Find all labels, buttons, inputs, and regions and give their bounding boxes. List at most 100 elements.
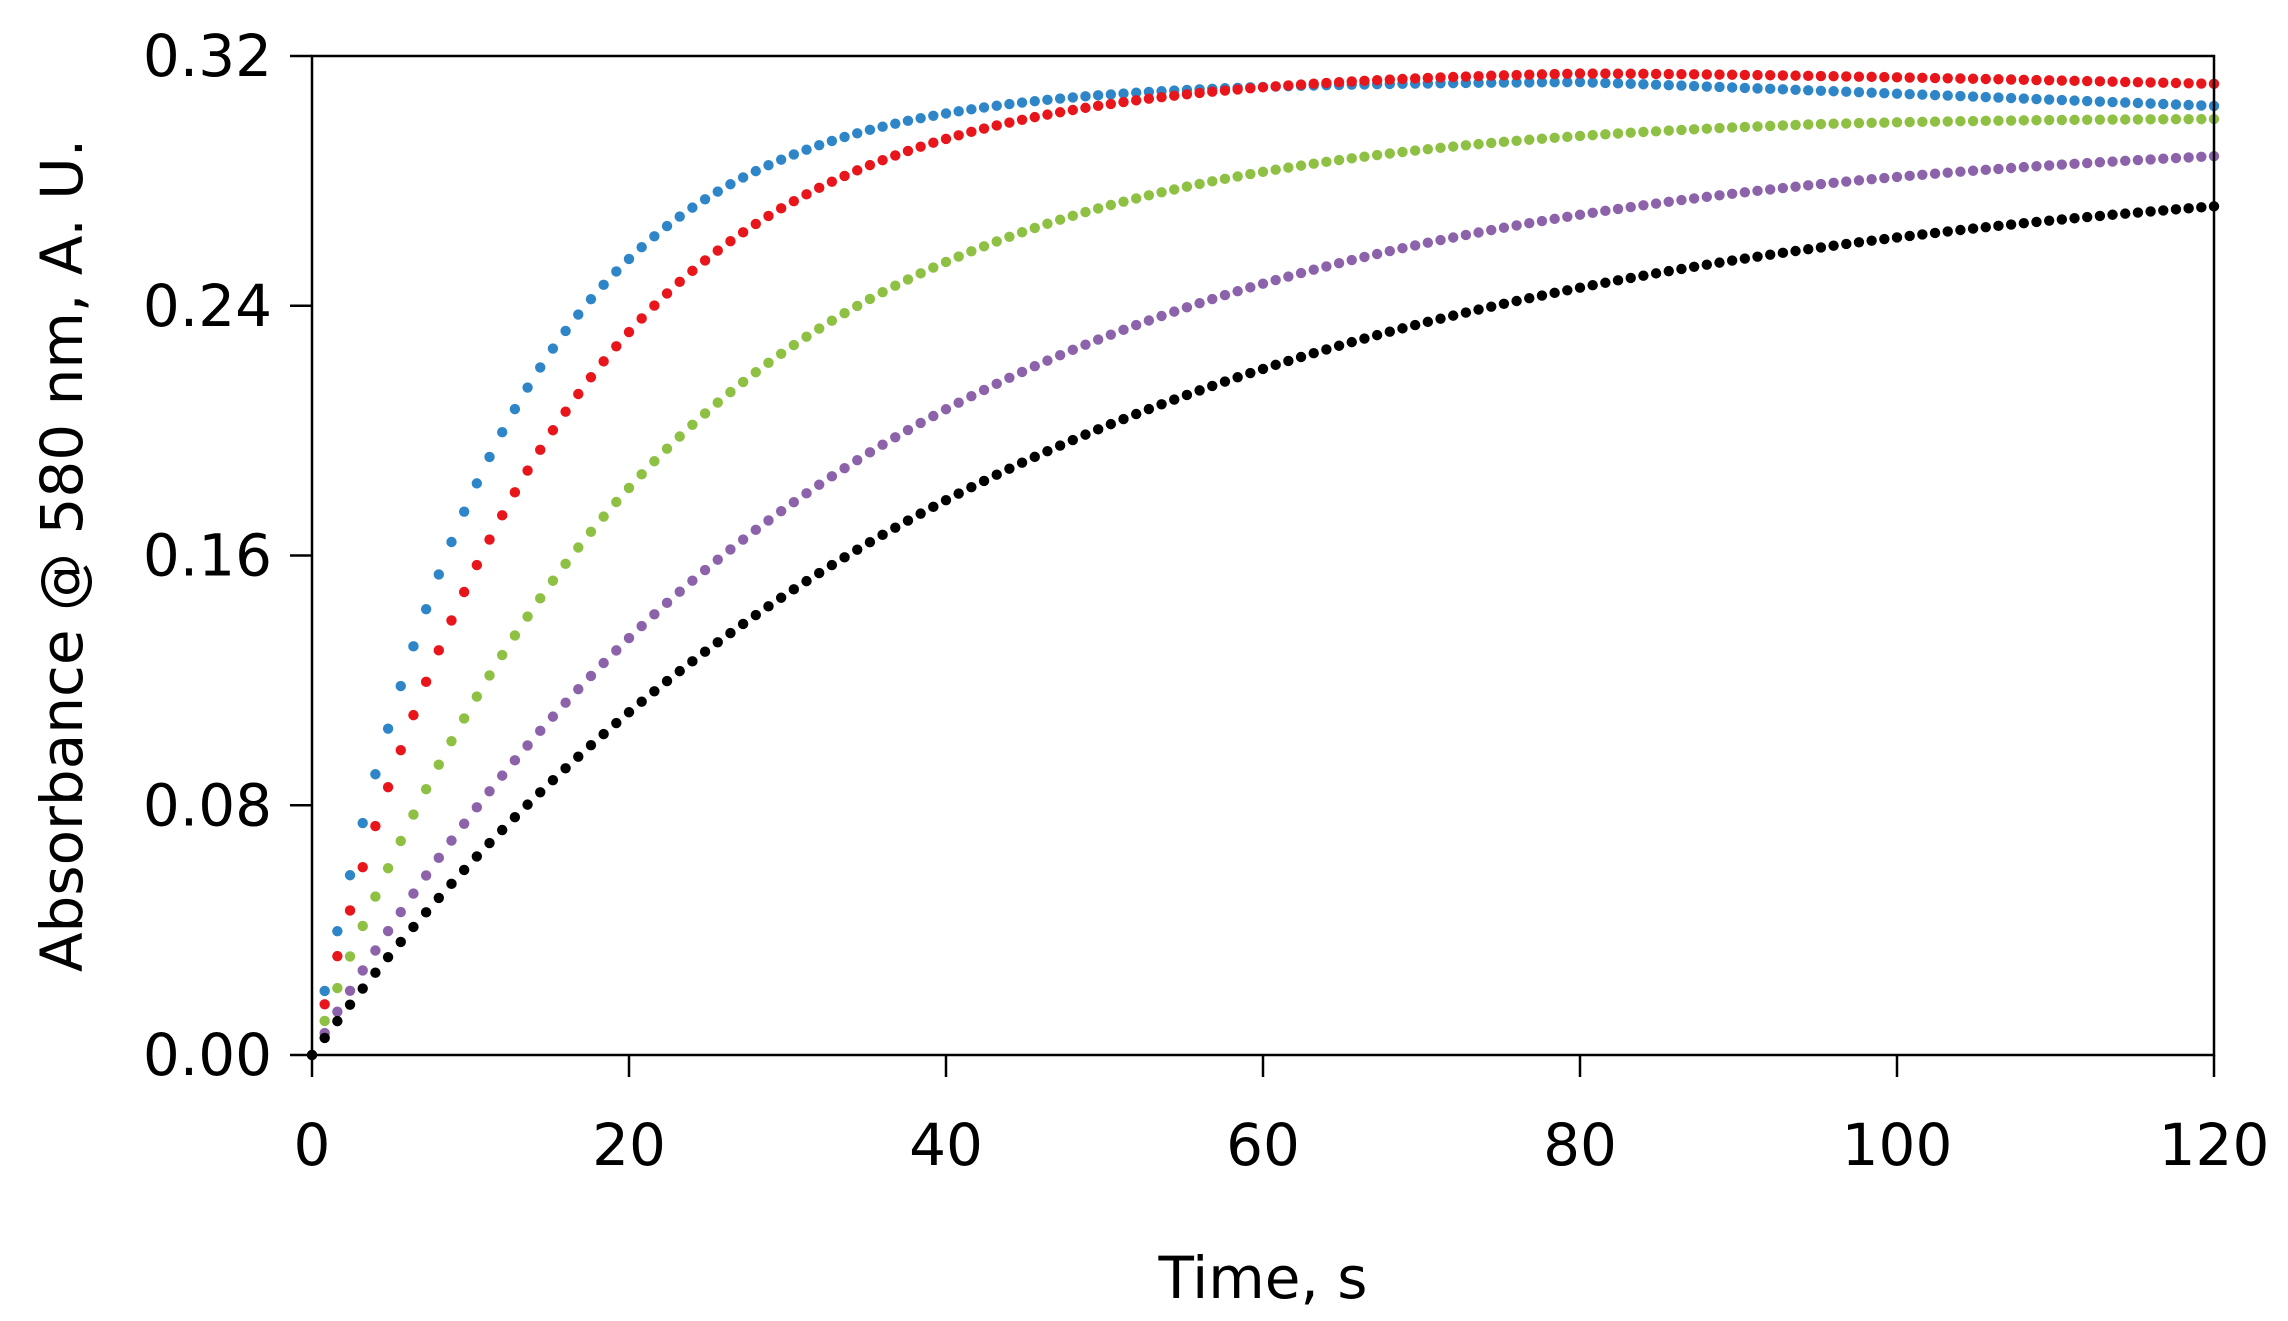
data-point-purple: [2145, 154, 2156, 165]
data-point-blue: [1752, 83, 1763, 94]
data-point-red: [1536, 69, 1548, 80]
data-point-red: [1460, 71, 1472, 82]
data-point-red: [573, 388, 584, 400]
data-point-red: [2107, 76, 2118, 87]
data-point-blue: [1853, 87, 1865, 98]
data-point-red: [1815, 70, 1827, 82]
data-point-black: [649, 686, 660, 697]
data-point-blue: [1054, 93, 1066, 104]
data-point-green: [2145, 114, 2156, 125]
data-point-red: [2043, 75, 2055, 86]
data-point-blue: [395, 680, 406, 692]
data-point-red: [1321, 77, 1332, 89]
data-point-purple: [1828, 177, 1839, 188]
data-point-black: [877, 529, 888, 541]
data-point-red: [1245, 83, 1256, 94]
data-point-purple: [1752, 185, 1763, 197]
data-point-red: [1283, 80, 1294, 91]
data-point-red: [1359, 75, 1370, 87]
data-point-black: [2018, 218, 2030, 229]
x-tick-label: 0: [294, 1111, 331, 1179]
data-point-black: [560, 763, 571, 774]
data-point-green: [598, 511, 609, 522]
data-point-black: [991, 469, 1002, 480]
data-point-green: [1777, 120, 1789, 131]
data-point-black: [1004, 463, 1015, 474]
data-point-green: [1536, 133, 1548, 144]
data-point-red: [978, 123, 990, 134]
data-point-red: [1600, 68, 1611, 79]
data-point-green: [1181, 181, 1193, 192]
data-point-blue: [890, 118, 901, 129]
data-point-purple: [1004, 372, 1015, 383]
data-point-black: [852, 544, 863, 555]
data-point-red: [1080, 102, 1091, 114]
data-point-black: [1131, 408, 1142, 420]
data-point-green: [661, 443, 673, 454]
data-point-blue: [382, 723, 394, 734]
data-point-black: [940, 494, 952, 506]
data-point-purple: [1257, 278, 1269, 289]
data-point-black: [737, 618, 749, 630]
data-point-blue: [1067, 92, 1079, 103]
data-point-red: [1650, 68, 1662, 80]
data-point-green: [978, 241, 990, 252]
data-point-black: [775, 592, 787, 603]
data-point-purple: [357, 965, 368, 976]
data-point-purple: [1054, 349, 1066, 361]
data-point-purple: [420, 870, 432, 881]
data-point-red: [1866, 71, 1877, 83]
data-point-green: [1067, 210, 1079, 222]
data-point-red: [1435, 72, 1446, 83]
data-point-red: [1904, 72, 1915, 83]
data-point-black: [484, 837, 495, 849]
data-point-red: [1156, 91, 1167, 103]
data-point-black: [573, 751, 584, 762]
data-point-red: [1295, 79, 1307, 90]
data-point-purple: [1625, 201, 1636, 213]
data-point-green: [319, 1015, 330, 1027]
data-point-red: [1333, 76, 1345, 88]
data-point-red: [1194, 87, 1205, 99]
data-point-red: [940, 133, 952, 145]
data-point-purple: [573, 683, 584, 695]
data-point-purple: [370, 945, 381, 956]
data-point-black: [382, 951, 394, 963]
data-point-purple: [2082, 157, 2093, 169]
data-point-purple: [966, 391, 977, 402]
data-point-blue: [2132, 97, 2144, 109]
data-point-purple: [1815, 178, 1827, 190]
data-point-purple: [2056, 159, 2068, 170]
data-point-blue: [699, 194, 711, 205]
data-point-green: [1625, 127, 1636, 138]
data-point-purple: [1486, 224, 1497, 236]
data-point-blue: [2094, 96, 2106, 107]
data-point-purple: [395, 906, 406, 918]
data-point-red: [1612, 68, 1624, 79]
data-point-black: [1536, 290, 1548, 301]
data-point-blue: [1131, 87, 1142, 98]
data-point-green: [471, 691, 483, 702]
data-point-black: [953, 488, 964, 499]
data-point-purple: [1841, 176, 1852, 187]
data-point-red: [535, 444, 546, 456]
data-point-green: [1549, 132, 1560, 143]
data-point-black: [1955, 224, 1966, 236]
data-point-black: [1612, 275, 1624, 286]
data-point-blue: [1980, 91, 1991, 103]
data-point-red: [1562, 68, 1573, 79]
data-point-purple: [1714, 190, 1725, 201]
data-point-blue: [2018, 93, 2030, 104]
data-point-red: [814, 182, 825, 194]
data-point-black: [1904, 230, 1915, 242]
data-point-blue: [864, 124, 876, 136]
data-point-red: [1726, 69, 1738, 80]
data-point-green: [395, 835, 406, 847]
data-point-black: [1980, 222, 1991, 233]
data-point-black: [1105, 418, 1117, 430]
data-point-green: [852, 300, 863, 312]
data-point-blue: [1929, 89, 1941, 101]
data-point-red: [2094, 76, 2106, 87]
data-point-black: [1917, 229, 1928, 240]
